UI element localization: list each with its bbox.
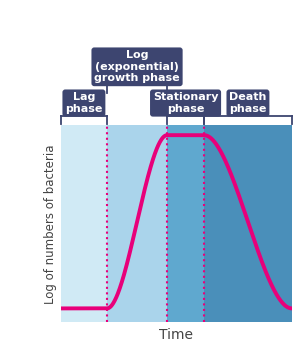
Bar (61, 125, 107, 322)
Text: Stationary
phase: Stationary phase (153, 92, 218, 114)
Bar (107, 125, 167, 322)
Bar (204, 125, 292, 322)
Bar (167, 125, 204, 322)
Text: Lag
phase: Lag phase (65, 92, 102, 114)
Text: Death
phase: Death phase (229, 92, 267, 114)
Text: Log
(exponential)
growth phase: Log (exponential) growth phase (94, 50, 180, 83)
Y-axis label: Log of numbers of bacteria: Log of numbers of bacteria (44, 144, 57, 304)
X-axis label: Time: Time (159, 328, 193, 342)
